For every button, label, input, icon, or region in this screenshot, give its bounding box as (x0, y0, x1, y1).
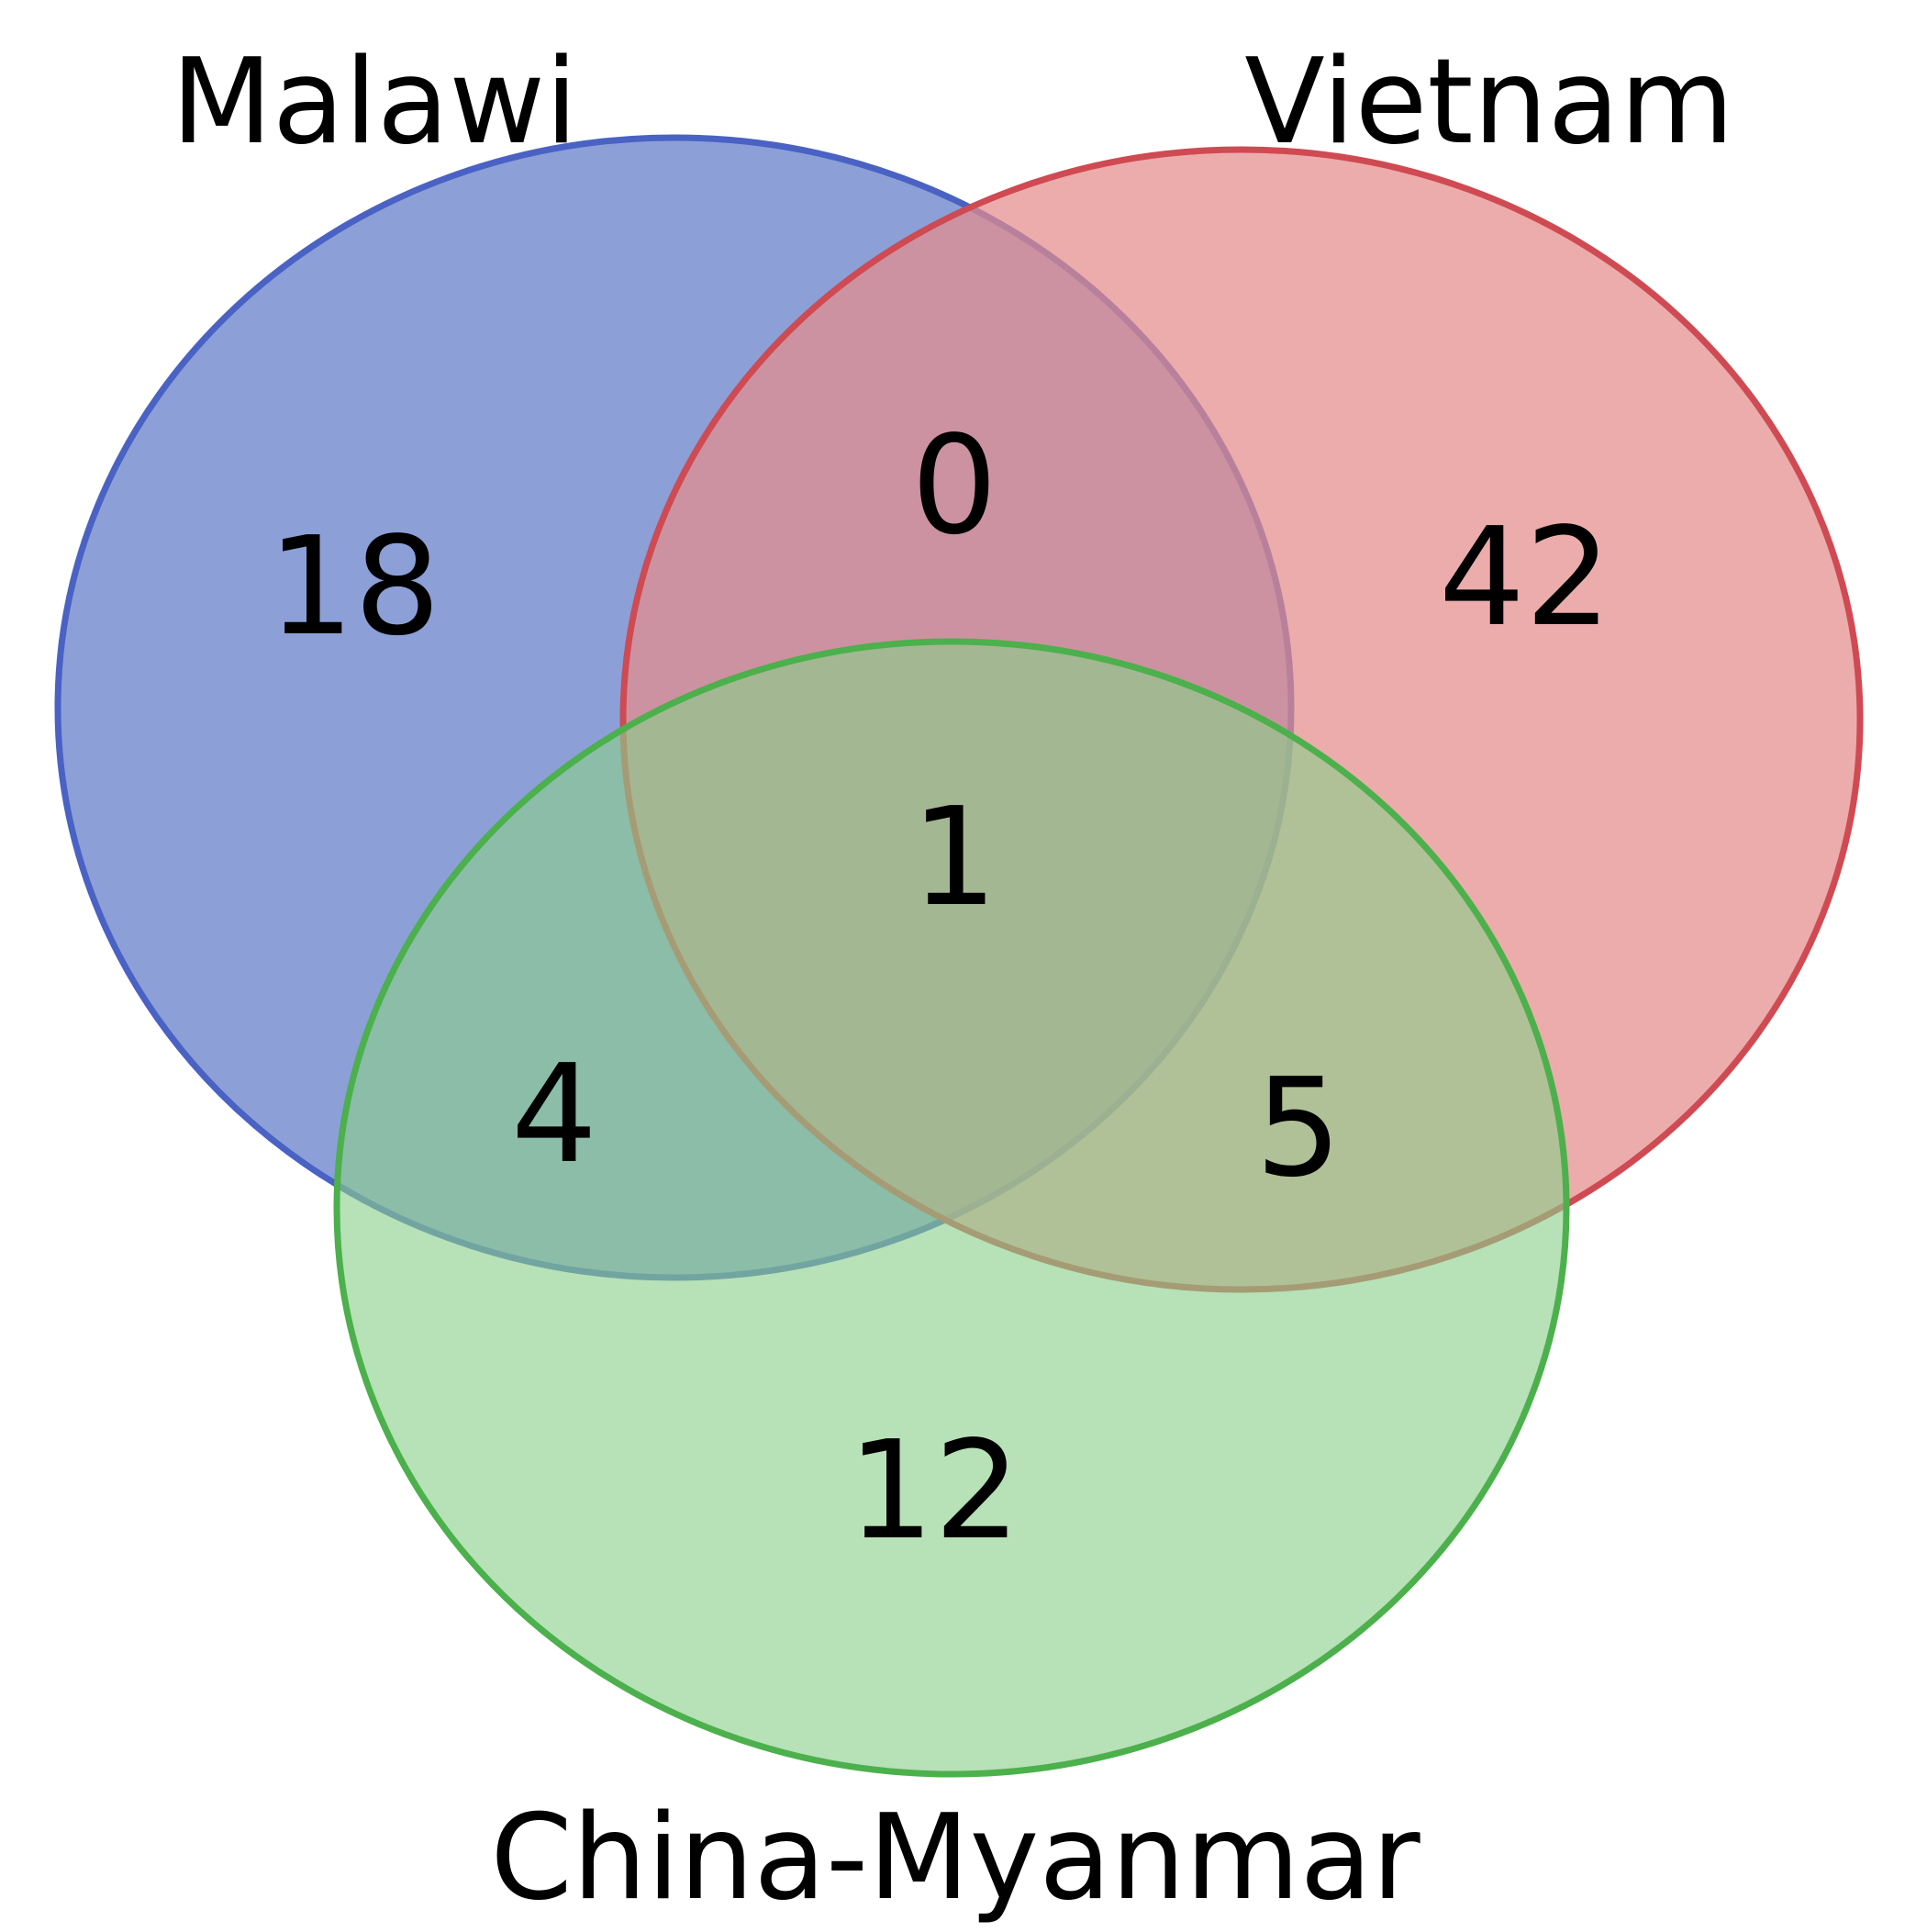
count-vietnam-only: 42 (1439, 498, 1611, 656)
count-vietnam-china-myanmar: 5 (1255, 1049, 1342, 1207)
count-malawi-china-myanmar: 4 (511, 1035, 597, 1193)
set-label-china-myanmar: China-Myanmar (490, 1790, 1420, 1926)
set-label-vietnam: Vietnam (1244, 34, 1734, 171)
count-malawi-vietnam: 0 (911, 407, 997, 564)
count-all-three: 1 (911, 778, 997, 936)
count-malawi-only: 18 (268, 508, 440, 665)
count-china-myanmar-only: 12 (848, 1412, 1020, 1569)
set-label-malawi: Malawi (171, 34, 577, 171)
china-myanmar-circle (333, 638, 1570, 1778)
